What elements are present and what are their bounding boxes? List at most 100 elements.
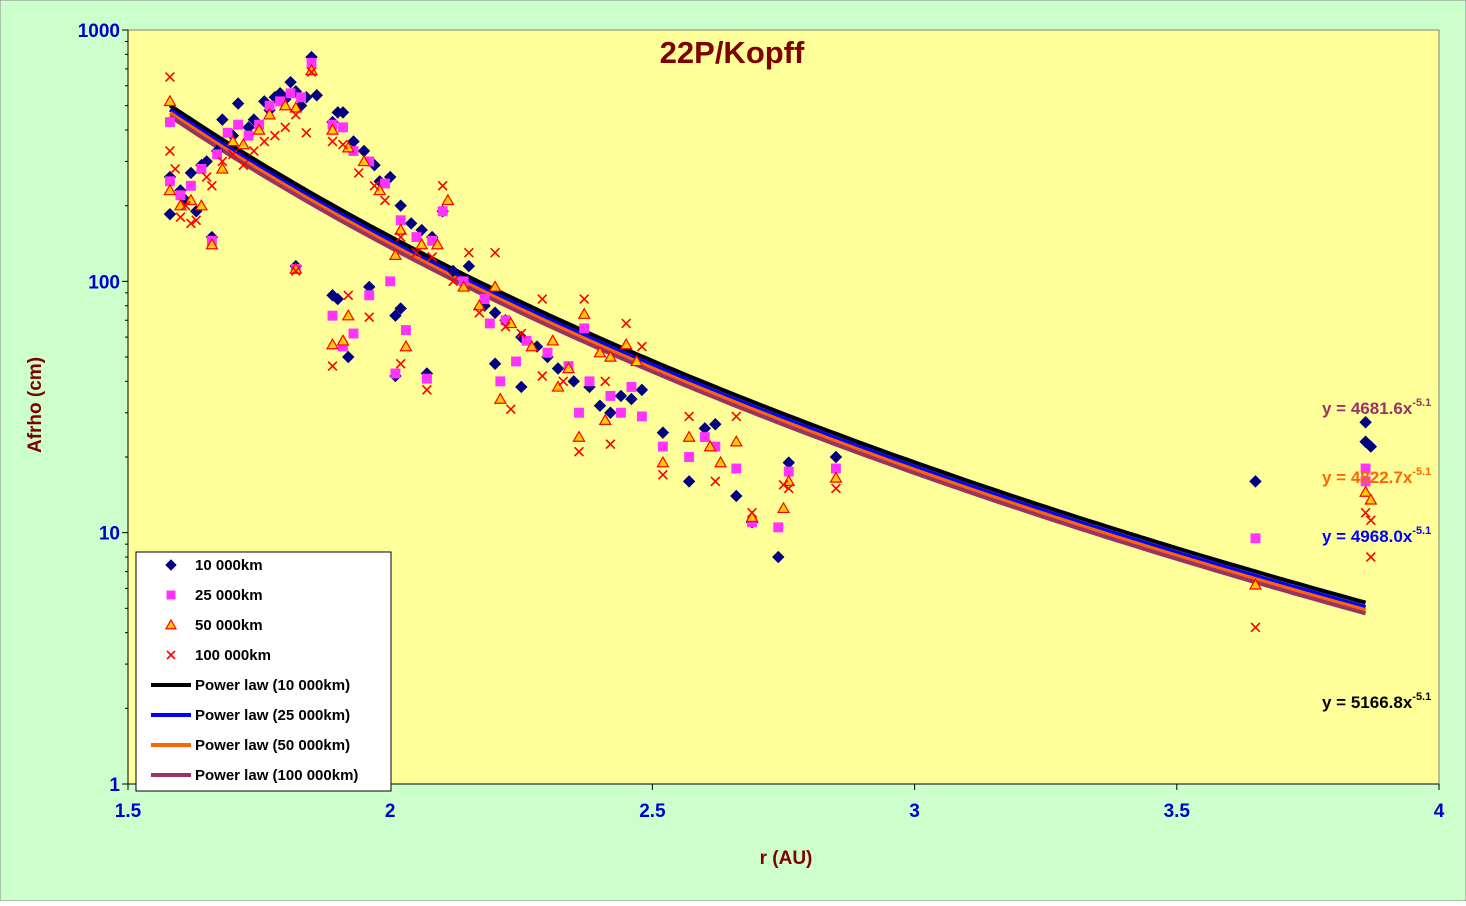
data-point <box>357 154 371 167</box>
data-point <box>778 479 789 490</box>
data-point <box>206 180 217 191</box>
data-point <box>703 439 717 452</box>
data-point <box>783 466 794 477</box>
legend-item: Power law (100 000km) <box>151 767 358 784</box>
data-point <box>1360 507 1371 518</box>
data-point <box>325 337 340 350</box>
series-50-000km <box>163 63 1378 590</box>
data-point <box>338 122 348 133</box>
data-point <box>1365 552 1376 562</box>
data-point <box>776 501 791 514</box>
data-point <box>259 136 270 147</box>
data-point <box>306 67 317 78</box>
data-point <box>463 247 474 258</box>
data-point <box>205 237 219 250</box>
legend-item: 100 000km <box>166 647 271 664</box>
series-100-000km <box>164 67 1376 633</box>
legend-label: 10 000km <box>195 557 263 574</box>
legend-item: Power law (25 000km) <box>151 707 350 724</box>
trendline <box>168 111 1367 613</box>
data-point <box>165 117 175 128</box>
data-points <box>163 50 1378 633</box>
data-point <box>290 109 301 120</box>
data-point <box>252 123 266 135</box>
data-point <box>301 127 312 138</box>
legend-label: Power law (25 000km) <box>195 707 350 724</box>
data-point <box>830 483 841 494</box>
data-point <box>338 341 348 352</box>
data-point <box>630 354 644 367</box>
legend-label: 25 000km <box>195 587 263 604</box>
data-point <box>194 198 208 211</box>
data-point <box>574 446 584 457</box>
x-tick-label: 1.5 <box>115 801 142 822</box>
trendline <box>168 108 1367 609</box>
data-point <box>1364 440 1378 453</box>
data-point <box>593 346 607 358</box>
data-point <box>353 167 364 178</box>
data-point <box>574 407 584 418</box>
data-point <box>709 418 722 431</box>
data-point <box>830 463 841 474</box>
legend: 10 000km 25 000km 50 000km 100 000km Power l… <box>135 551 392 792</box>
data-point <box>747 507 758 518</box>
data-point <box>521 335 532 346</box>
data-point <box>348 328 359 339</box>
data-point <box>561 361 576 374</box>
x-tick-label: 2 <box>385 801 396 822</box>
data-point <box>437 180 448 191</box>
data-point <box>584 376 595 387</box>
data-point <box>699 432 710 443</box>
trendline-equation: y = 4681.6x-5.1 <box>1322 397 1431 418</box>
data-point <box>331 292 344 306</box>
trendline <box>168 114 1367 616</box>
data-point <box>388 248 402 260</box>
legend-label: Power law (10 000km) <box>195 677 350 694</box>
data-point <box>175 212 186 223</box>
data-point <box>164 146 175 156</box>
data-point <box>238 160 249 171</box>
data-point <box>184 166 198 180</box>
data-point <box>636 341 647 352</box>
data-point <box>278 98 292 111</box>
data-point <box>1250 533 1261 544</box>
data-point <box>474 307 485 318</box>
data-point <box>166 650 176 660</box>
data-point <box>567 375 580 388</box>
data-point <box>625 392 638 406</box>
data-point <box>212 149 223 160</box>
data-point <box>551 362 565 375</box>
data-point <box>233 119 244 130</box>
data-point <box>338 139 348 150</box>
data-point <box>1359 485 1373 497</box>
data-point <box>747 517 757 528</box>
data-point <box>217 156 228 167</box>
data-point <box>1249 475 1262 488</box>
data-point <box>598 413 612 426</box>
data-point <box>682 430 696 442</box>
data-point <box>1364 493 1378 505</box>
data-point <box>369 180 380 191</box>
data-point <box>488 306 502 319</box>
data-point <box>180 200 191 211</box>
data-point <box>636 411 647 422</box>
trendline-equation: y = 4968.0x-5.1 <box>1322 525 1431 546</box>
data-point <box>327 310 338 321</box>
data-point <box>243 130 254 141</box>
data-point <box>327 361 338 372</box>
y-tick-label: 1000 <box>78 21 120 42</box>
data-point <box>364 156 375 167</box>
data-point <box>579 294 590 305</box>
data-point <box>166 590 176 600</box>
data-point <box>619 337 633 350</box>
data-point <box>710 476 721 487</box>
data-point <box>342 350 355 364</box>
data-point <box>457 280 471 292</box>
data-point <box>163 207 177 221</box>
trendlines <box>168 103 1367 616</box>
data-point <box>395 215 406 226</box>
data-point <box>373 183 387 196</box>
trendline-equation: y = 5166.8x-5.1 <box>1322 691 1431 712</box>
data-point <box>427 252 438 262</box>
